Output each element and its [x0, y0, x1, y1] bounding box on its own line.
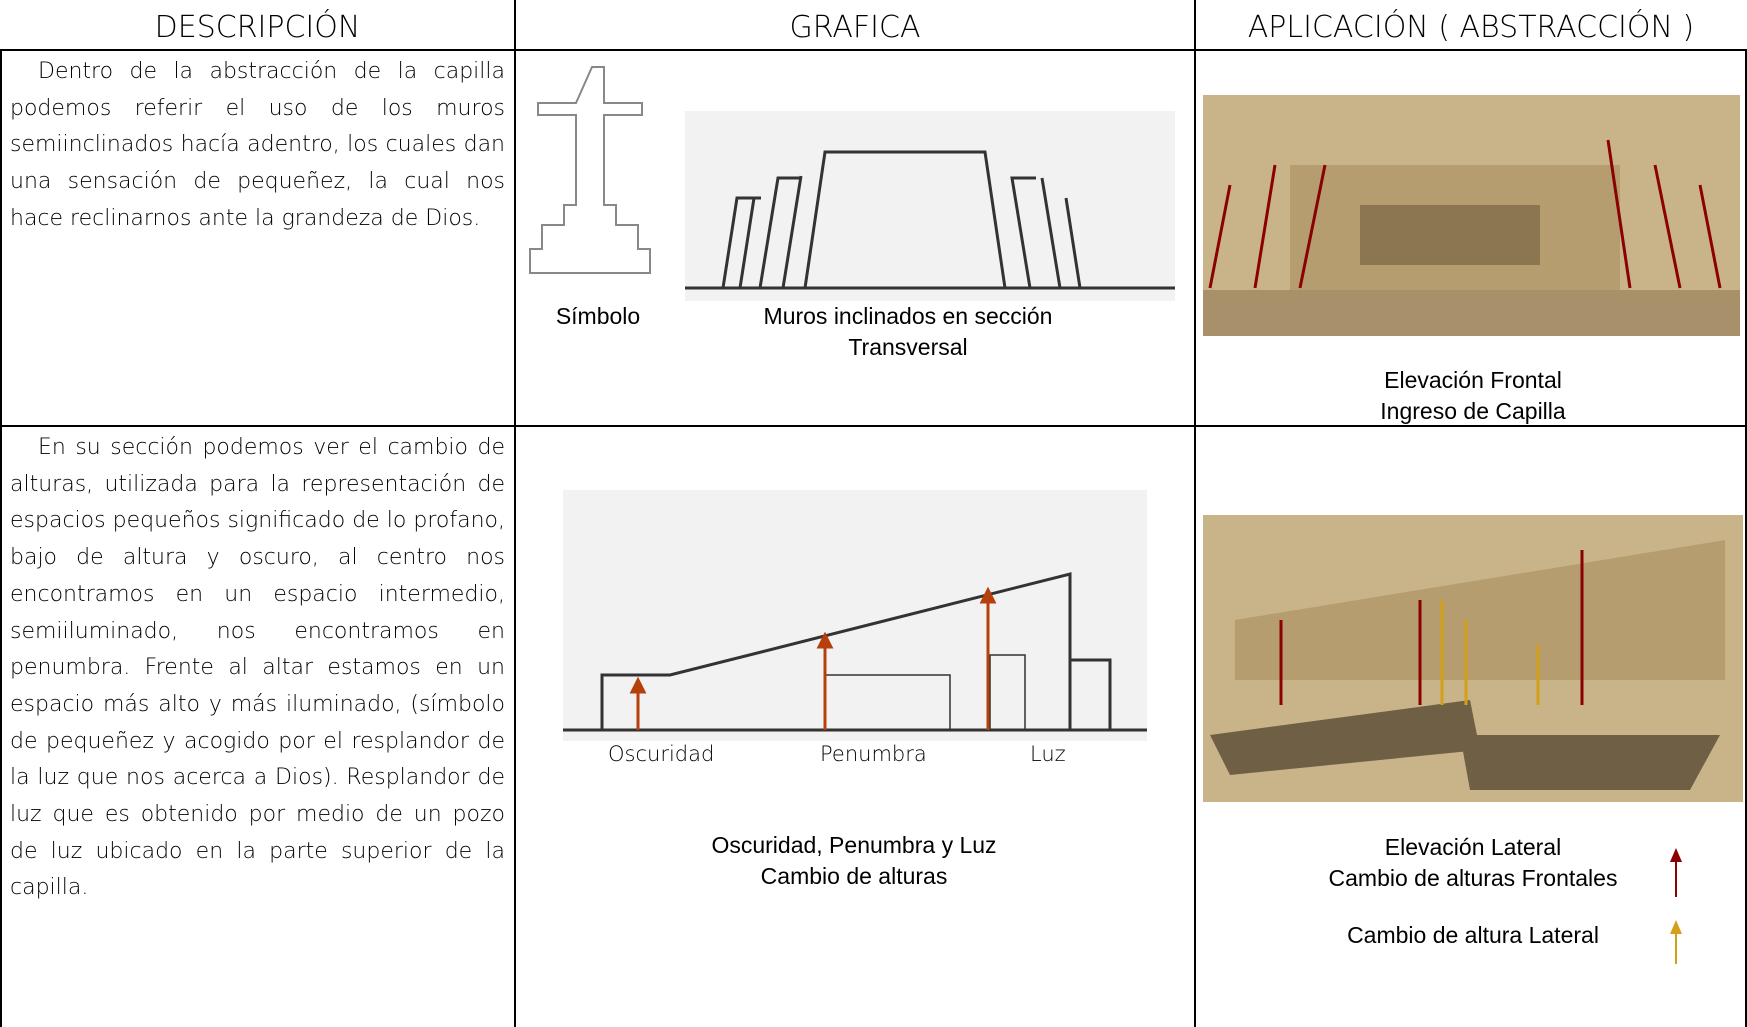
legend-arrows	[1670, 848, 1682, 964]
symbol-label: Símbolo	[555, 303, 641, 329]
graphic-label: Penumbra	[820, 742, 927, 766]
section2-drawing	[563, 572, 1147, 732]
legend-label: Cambio de altura Lateral	[1347, 922, 1599, 948]
caption: Elevación Frontal Ingreso de Capilla	[1273, 365, 1673, 427]
description: Dentro de la abstracción de la capilla p…	[10, 59, 505, 231]
caption: Oscuridad, Penumbra y Luz Cambio de altur…	[654, 830, 1054, 892]
caption-line: Ingreso de Capilla	[1380, 398, 1566, 424]
header-cell: GRAFICA	[789, 10, 921, 45]
photo-side-detail	[1210, 540, 1725, 790]
section-bg	[685, 111, 1175, 301]
header-cell: DESCRIPCIÓN	[154, 10, 361, 45]
caption-line: Oscuridad, Penumbra y Luz	[711, 832, 997, 858]
photo-front-detail	[1203, 139, 1740, 336]
caption: Elevación Lateral Cambio de alturas Front…	[1253, 832, 1693, 894]
caption-line: Cambio de alturas	[760, 863, 948, 889]
section-drawing	[685, 150, 1175, 290]
graphic-label: Luz	[1030, 742, 1066, 766]
caption-line: Muros inclinados en sección	[763, 303, 1053, 329]
caption-line: Elevación Lateral	[1384, 834, 1562, 860]
caption-line: Cambio de alturas Frontales	[1328, 865, 1618, 891]
caption-line: Elevación Frontal	[1384, 367, 1562, 393]
cross-symbol	[529, 66, 651, 274]
caption: Muros inclinados en sección Transversal	[708, 301, 1108, 363]
section2-arrows	[629, 586, 997, 730]
header-cell: APLICACIÓN ( ABSTRACCIÓN )	[1247, 10, 1695, 45]
description: En su sección podemos ver el cambio de a…	[10, 435, 505, 901]
section2-bg	[563, 490, 1147, 741]
caption-line: Transversal	[848, 334, 968, 360]
graphic-label: Oscuridad	[608, 742, 715, 766]
